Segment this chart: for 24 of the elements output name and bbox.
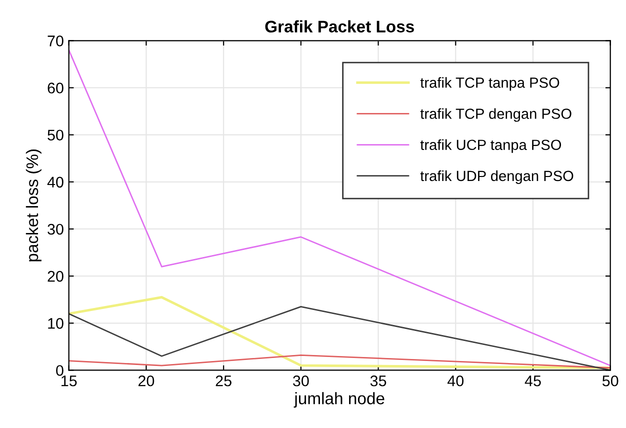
x-tick-label: 35: [370, 375, 386, 386]
legend-label: trafik UDP dengan PSO: [420, 170, 574, 184]
legend-label: trafik TCP dengan PSO: [420, 108, 572, 122]
y-tick-label: 10: [48, 318, 64, 329]
x-axis-title: jumlah node: [294, 392, 384, 408]
chart-title: Grafik Packet Loss: [265, 20, 414, 32]
line-series: [68, 49, 610, 366]
y-axis-title: packet loss (%): [26, 150, 42, 262]
y-tick-label: 60: [48, 82, 64, 94]
y-tick-label: 30: [48, 224, 64, 235]
y-tick-label: 50: [48, 130, 64, 141]
x-tick-label: 45: [524, 376, 541, 386]
y-tick-label: 0: [56, 365, 64, 376]
y-tick-label: 70: [48, 36, 64, 46]
x-tick-label: 50: [602, 375, 618, 386]
x-tick-label: 20: [138, 375, 154, 386]
x-tick-label: 30: [293, 375, 309, 386]
x-tick-label: 25: [216, 375, 232, 386]
x-tick-label: 15: [62, 376, 77, 386]
y-tick-label: 20: [48, 270, 64, 282]
legend-label: trafik UCP tanpa PSO: [420, 139, 562, 153]
legend-label: trafik TCP tanpa PSO: [420, 77, 560, 91]
x-tick-label: 40: [447, 375, 464, 386]
y-tick-label: 40: [47, 176, 64, 188]
